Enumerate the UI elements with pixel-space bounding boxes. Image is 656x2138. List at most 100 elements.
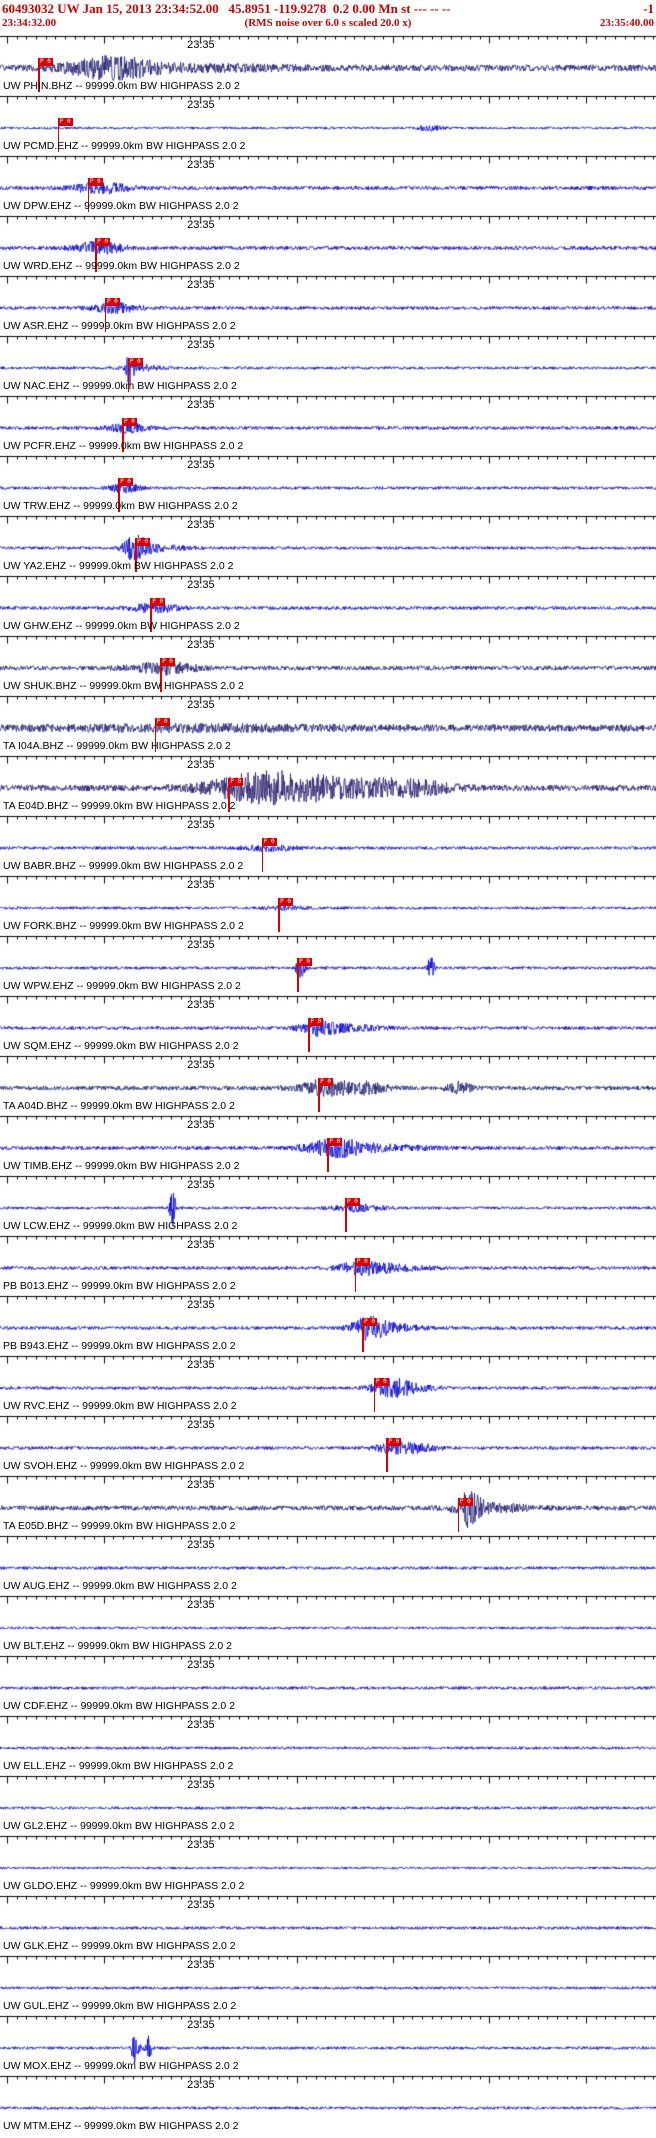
waveform-canvas[interactable] — [0, 92, 656, 152]
waveform-canvas[interactable] — [0, 2012, 656, 2072]
waveform-canvas[interactable] — [0, 1412, 656, 1472]
trace-row: 23:35 UW MTM.EHZ -- 99999.0km BW HIGHPAS… — [0, 2072, 656, 2132]
time-tick-label: 23:35 — [187, 399, 215, 411]
time-tick-label: 23:35 — [187, 1719, 215, 1731]
pick-label: P 0 — [104, 298, 120, 306]
station-label: UW RVC.EHZ -- 99999.0km BW HIGHPASS 2.0 … — [3, 1400, 237, 1412]
pick-line-icon — [87, 186, 90, 212]
pick-label: P 0 — [57, 118, 73, 126]
waveform-canvas[interactable] — [0, 1352, 656, 1412]
waveform-canvas[interactable] — [0, 1292, 656, 1352]
trace-row: 23:35 P 0 UW FORK.BHZ -- 99999.0km BW HI… — [0, 872, 656, 932]
trace-row: 23:35 P 0 UW TRW.EHZ -- 99999.0km BW HIG… — [0, 452, 656, 512]
time-tick-label: 23:35 — [187, 579, 215, 591]
waveform-canvas[interactable] — [0, 1772, 656, 1832]
station-label: UW WPW.EHZ -- 99999.0km BW HIGHPASS 2.0 … — [3, 980, 241, 992]
waveform-canvas[interactable] — [0, 812, 656, 872]
trace-row: 23:35 P 0 UW SVOH.EHZ -- 99999.0km BW HI… — [0, 1412, 656, 1472]
pick-line-icon — [160, 666, 162, 692]
waveform-canvas[interactable] — [0, 1532, 656, 1592]
time-tick-label: 23:35 — [187, 2019, 215, 2031]
pick-label: P 0 — [95, 238, 110, 246]
waveform-canvas[interactable] — [0, 1712, 656, 1772]
time-tick-label: 23:35 — [187, 1179, 215, 1191]
station-label: UW PHIN.BHZ -- 99999.0km BW HIGHPASS 2.0… — [3, 80, 240, 92]
trace-row: 23:35 P 0 TA E04D.BHZ -- 99999.0km BW HI… — [0, 752, 656, 812]
trace-row: 23:35 P 0 UW PCMD.EHZ -- 99999.0km BW HI… — [0, 92, 656, 152]
pick-label: P 0 — [87, 178, 103, 186]
waveform-canvas[interactable] — [0, 1952, 656, 2012]
time-tick-label: 23:35 — [187, 1359, 215, 1371]
pick-line-icon — [261, 846, 264, 872]
window-start-time: 23:34:32.00 — [2, 17, 57, 29]
trace-row: 23:35 P 0 PB B943.EHZ -- 99999.0km BW HI… — [0, 1292, 656, 1352]
waveform-canvas[interactable] — [0, 752, 656, 812]
time-tick-label: 23:35 — [187, 819, 215, 831]
waveform-canvas[interactable] — [0, 872, 656, 932]
time-tick-label: 23:35 — [187, 1539, 215, 1551]
pick-line-icon — [308, 1026, 310, 1052]
station-label: UW MTM.EHZ -- 99999.0km BW HIGHPASS 2.0 … — [3, 2120, 239, 2132]
trace-row: 23:35 P 0 TA E05D.BHZ -- 99999.0km BW HI… — [0, 1472, 656, 1532]
waveform-canvas[interactable] — [0, 1892, 656, 1952]
waveform-canvas[interactable] — [0, 572, 656, 632]
trace-row: 23:35 UW GUL.EHZ -- 99999.0km BW HIGHPAS… — [0, 1952, 656, 2012]
trace-row: 23:35 P 0 UW ASR.EHZ -- 99999.0km BW HIG… — [0, 272, 656, 332]
time-tick-label: 23:35 — [187, 759, 215, 771]
waveform-canvas[interactable] — [0, 932, 656, 992]
waveform-canvas[interactable] — [0, 1172, 656, 1232]
pick-line-icon — [135, 546, 137, 572]
waveform-canvas[interactable] — [0, 332, 656, 392]
pick-line-icon — [297, 966, 299, 992]
waveform-canvas[interactable] — [0, 392, 656, 452]
station-label: TA A04D.BHZ -- 99999.0km BW HIGHPASS 2.0… — [3, 1100, 235, 1112]
time-tick-label: 23:35 — [187, 459, 215, 471]
pick-label: P 0 — [38, 58, 53, 66]
waveform-canvas[interactable] — [0, 692, 656, 752]
waveform-canvas[interactable] — [0, 152, 656, 212]
trace-row: 23:35 P 0 TA I04A.BHZ -- 99999.0km BW HI… — [0, 692, 656, 752]
time-tick-label: 23:35 — [187, 639, 215, 651]
trace-row: 23:35 P 0 UW YA2.EHZ -- 99999.0km BW HIG… — [0, 512, 656, 572]
waveform-canvas[interactable] — [0, 1592, 656, 1652]
time-tick-label: 23:35 — [187, 879, 215, 891]
trace-row: 23:35 UW CDF.EHZ -- 99999.0km BW HIGHPAS… — [0, 1652, 656, 1712]
pick-line-icon — [362, 1326, 364, 1352]
trace-row: 23:35 P 0 UW GHW.EHZ -- 99999.0km BW HIG… — [0, 572, 656, 632]
pick-label: P 0 — [278, 898, 293, 906]
pick-line-icon — [122, 426, 124, 452]
pick-line-icon — [345, 1206, 347, 1232]
pick-label: P 0 — [150, 598, 166, 606]
waveform-canvas[interactable] — [0, 452, 656, 512]
waveform-canvas[interactable] — [0, 1472, 656, 1532]
station-label: UW SQM.EHZ -- 99999.0km BW HIGHPASS 2.0 … — [3, 1040, 239, 1052]
station-label: UW BABR.BHZ -- 99999.0km BW HIGHPASS 2.0… — [3, 860, 244, 872]
time-tick-label: 23:35 — [187, 1659, 215, 1671]
pick-line-icon — [318, 1086, 320, 1112]
station-label: UW SVOH.EHZ -- 99999.0km BW HIGHPASS 2.0… — [3, 1460, 245, 1472]
pick-line-icon — [457, 1506, 460, 1532]
pick-label: P 0 — [354, 1258, 370, 1266]
waveform-canvas[interactable] — [0, 1652, 656, 1712]
station-label: UW PCFR.EHZ -- 99999.0km BW HIGHPASS 2.0… — [3, 440, 244, 452]
pick-line-icon — [150, 606, 152, 632]
waveform-canvas[interactable] — [0, 632, 656, 692]
waveform-canvas[interactable] — [0, 2072, 656, 2132]
time-tick-label: 23:35 — [187, 1239, 215, 1251]
station-label: TA I04A.BHZ -- 99999.0km BW HIGHPASS 2.0… — [3, 740, 231, 752]
station-label: UW DPW.EHZ -- 99999.0km BW HIGHPASS 2.0 … — [3, 200, 239, 212]
waveform-canvas[interactable] — [0, 512, 656, 572]
trace-row: 23:35 UW MOX.EHZ -- 99999.0km BW HIGHPAS… — [0, 2012, 656, 2072]
pick-line-icon — [95, 246, 97, 272]
trace-row: 23:35 P 0 PB B013.EHZ -- 99999.0km BW HI… — [0, 1232, 656, 1292]
station-label: UW YA2.EHZ -- 99999.0km BW HIGHPASS 2.0 … — [3, 560, 234, 572]
waveform-canvas[interactable] — [0, 1232, 656, 1292]
trace-row: 23:35 P 0 UW DPW.EHZ -- 99999.0km BW HIG… — [0, 152, 656, 212]
waveform-canvas[interactable] — [0, 32, 656, 92]
waveform-canvas[interactable] — [0, 992, 656, 1052]
trace-row: 23:35 P 0 UW WRD.EHZ -- 99999.0km BW HIG… — [0, 212, 656, 272]
trace-list: 23:35 P 0 UW PHIN.BHZ -- 99999.0km BW HI… — [0, 32, 656, 2132]
station-label: UW MOX.EHZ -- 99999.0km BW HIGHPASS 2.0 … — [3, 2060, 239, 2072]
waveform-canvas[interactable] — [0, 1832, 656, 1892]
window-end-time: 23:35:40.00 — [599, 17, 654, 29]
